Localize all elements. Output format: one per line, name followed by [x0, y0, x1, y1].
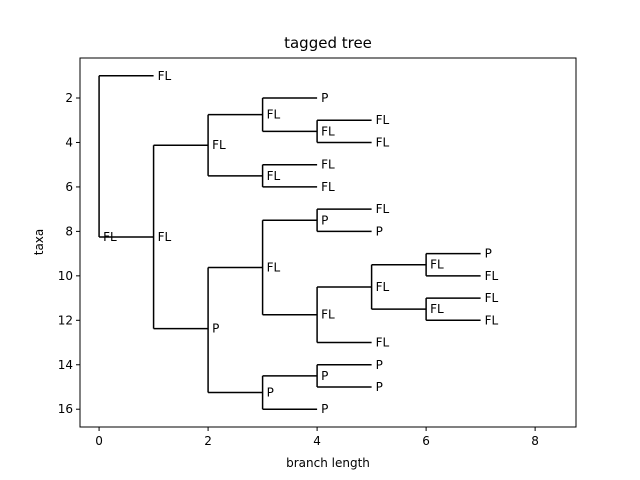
x-axis-label: branch length	[286, 456, 370, 470]
node-label-t6: FL	[321, 180, 335, 194]
y-tick-label-4: 4	[65, 135, 73, 149]
node-label-n_h: FL	[267, 261, 281, 275]
node-label-n_g: P	[212, 322, 219, 336]
node-label-t14: P	[376, 358, 383, 372]
y-axis-ticks: 2 4 6 8 10 12 14 16	[58, 91, 80, 416]
node-label-t12: FL	[485, 313, 499, 327]
tree-branches	[98, 75, 481, 410]
node-label-n_l: FL	[430, 258, 444, 272]
y-tick-label-14: 14	[58, 358, 73, 372]
node-labels: FL FL FL FL FL P FL FL FL FL FL FL P FL P FL P FL FL FL P FL F…	[103, 69, 498, 416]
y-tick-label-16: 16	[58, 402, 73, 416]
y-tick-label-12: 12	[58, 313, 73, 327]
node-label-t4: FL	[376, 135, 390, 149]
node-label-t7: FL	[376, 202, 390, 216]
node-label-t15: P	[376, 380, 383, 394]
node-label-n_n: P	[267, 386, 274, 400]
plot-frame	[79, 57, 577, 428]
node-label-n_i: P	[321, 213, 328, 227]
node-label-t2: P	[321, 91, 328, 105]
y-tick-label-6: 6	[65, 180, 73, 194]
node-label-n_b: FL	[158, 230, 172, 244]
node-label-n_d: FL	[267, 108, 281, 122]
node-label-root: FL	[103, 230, 117, 244]
node-label-t9: P	[485, 247, 492, 261]
x-axis-ticks: 0 2 4 6 8	[95, 427, 539, 448]
chart-title: tagged tree	[284, 34, 372, 52]
node-label-t11: FL	[485, 291, 499, 305]
node-label-n_e: FL	[321, 124, 335, 138]
y-axis-label: taxa	[32, 229, 46, 256]
y-tick-label-2: 2	[65, 91, 73, 105]
x-tick-label-4: 4	[313, 434, 321, 448]
node-label-t10: FL	[485, 269, 499, 283]
node-label-t8: P	[376, 224, 383, 238]
y-tick-label-8: 8	[65, 224, 73, 238]
x-tick-label-0: 0	[95, 434, 103, 448]
node-label-n_k: FL	[376, 280, 390, 294]
x-tick-label-2: 2	[204, 434, 212, 448]
node-label-n_j: FL	[321, 308, 335, 322]
node-label-n_o: P	[321, 369, 328, 383]
x-tick-label-6: 6	[422, 434, 430, 448]
node-label-t1: FL	[158, 69, 172, 83]
node-label-n_c: FL	[212, 138, 226, 152]
y-tick-label-10: 10	[58, 269, 73, 283]
x-tick-label-8: 8	[531, 434, 539, 448]
node-label-t5: FL	[321, 158, 335, 172]
node-label-n_m: FL	[430, 302, 444, 316]
node-label-n_f: FL	[267, 169, 281, 183]
node-label-t13: FL	[376, 336, 390, 350]
node-label-t3: FL	[376, 113, 390, 127]
node-label-t16: P	[321, 402, 328, 416]
